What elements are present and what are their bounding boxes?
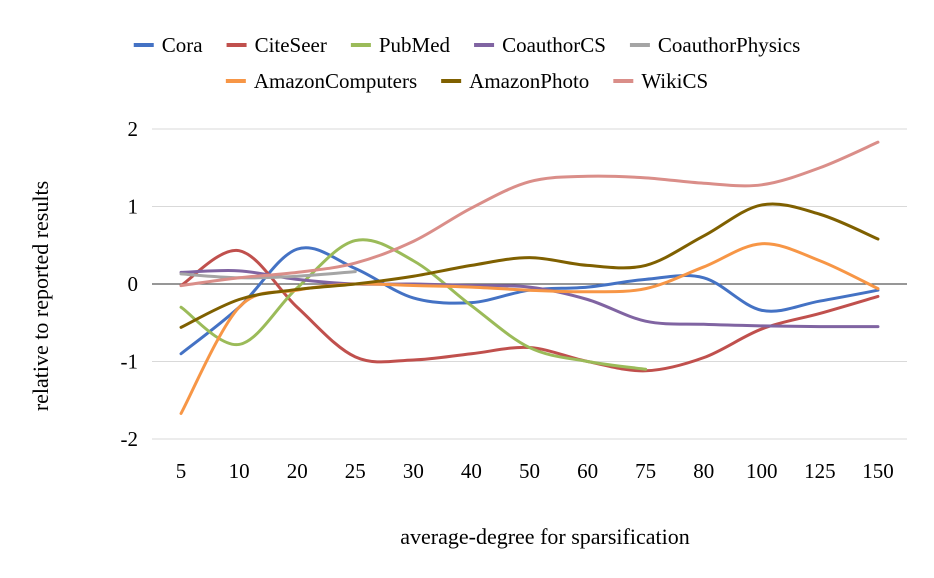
legend-swatch bbox=[629, 43, 650, 47]
x-tick-label: 10 bbox=[229, 459, 250, 483]
x-tick-label: 25 bbox=[345, 459, 366, 483]
series-line-wikics bbox=[179, 140, 880, 288]
legend-label: CoauthorCS bbox=[502, 33, 606, 57]
x-tick-label: 40 bbox=[461, 459, 482, 483]
legend-item-amazoncomputers: AmazonComputers bbox=[225, 69, 417, 93]
y-tick-label: -1 bbox=[121, 350, 139, 374]
legend-swatch bbox=[613, 79, 634, 83]
legend-swatch bbox=[441, 79, 462, 83]
legend-label: WikiCS bbox=[641, 69, 708, 93]
legend-item-amazonphoto: AmazonPhoto bbox=[441, 69, 589, 93]
x-tick-label: 80 bbox=[693, 459, 714, 483]
x-tick-label: 30 bbox=[403, 459, 424, 483]
legend-label: AmazonPhoto bbox=[469, 69, 589, 93]
x-axis-label: average-degree for sparsification bbox=[400, 524, 690, 549]
legend-item-coauthorcs: CoauthorCS bbox=[474, 33, 606, 57]
x-tick-label: 100 bbox=[746, 459, 778, 483]
legend-swatch bbox=[133, 43, 154, 47]
legend-label: AmazonComputers bbox=[254, 69, 417, 93]
y-tick-label: 1 bbox=[128, 195, 139, 219]
series-line-coauthorphysics bbox=[179, 270, 357, 280]
series-line-amazoncomputers bbox=[179, 242, 880, 415]
x-tick-label: 50 bbox=[519, 459, 540, 483]
legend: Cora CiteSeer PubMed CoauthorCS CoauthorPhys… bbox=[133, 33, 800, 93]
series-line-amazonphoto bbox=[179, 202, 880, 329]
y-tick-label: -2 bbox=[121, 427, 139, 451]
legend-item-cora: Cora bbox=[133, 33, 204, 57]
series-line-coauthorcs bbox=[179, 269, 880, 329]
legend-swatch bbox=[474, 43, 495, 47]
y-axis-label: relative to reported results bbox=[28, 181, 53, 411]
y-tick-label: 0 bbox=[128, 272, 139, 296]
legend-swatch bbox=[350, 43, 371, 47]
series-line-citeseer bbox=[179, 249, 880, 373]
gridlines bbox=[152, 128, 907, 440]
legend-swatch bbox=[226, 43, 247, 47]
legend-item-wikics: WikiCS bbox=[613, 69, 708, 93]
x-tick-label: 150 bbox=[862, 459, 894, 483]
legend-label: Cora bbox=[162, 33, 204, 57]
legend-item-citeseer: CiteSeer bbox=[226, 33, 327, 57]
x-tick-label: 60 bbox=[577, 459, 598, 483]
legend-label: CiteSeer bbox=[255, 33, 327, 57]
y-axis-ticks: 2 1 0 -1 -2 bbox=[121, 117, 139, 451]
x-tick-label: 5 bbox=[176, 459, 187, 483]
legend-item-coauthorphysics: CoauthorPhysics bbox=[629, 33, 800, 57]
x-tick-label: 20 bbox=[287, 459, 308, 483]
legend-label: CoauthorPhysics bbox=[658, 33, 800, 57]
x-axis-ticks: 5 10 20 25 30 40 50 60 75 80 100 125 150 bbox=[176, 459, 894, 483]
series-lines bbox=[179, 140, 880, 415]
legend-label: PubMed bbox=[379, 33, 451, 57]
series-line-pubmed bbox=[179, 238, 648, 371]
legend-swatch bbox=[225, 79, 246, 83]
y-tick-label: 2 bbox=[128, 117, 139, 141]
x-tick-label: 125 bbox=[804, 459, 836, 483]
legend-item-pubmed: PubMed bbox=[350, 33, 451, 57]
x-tick-label: 75 bbox=[635, 459, 656, 483]
series-line-cora bbox=[179, 246, 880, 356]
